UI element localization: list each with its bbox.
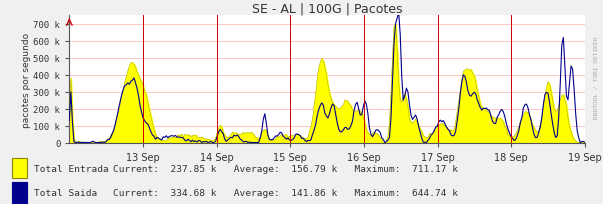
- Text: Total Entrada: Total Entrada: [34, 164, 109, 173]
- Text: Current:  334.68 k   Average:  141.86 k   Maximum:  644.74 k: Current: 334.68 k Average: 141.86 k Maxi…: [113, 188, 458, 197]
- Text: Current:  237.85 k   Average:  156.79 k   Maximum:  711.17 k: Current: 237.85 k Average: 156.79 k Maxi…: [113, 164, 458, 173]
- Text: Total Saida: Total Saida: [34, 188, 98, 197]
- Title: SE - AL | 100G | Pacotes: SE - AL | 100G | Pacotes: [252, 2, 402, 15]
- Text: RRDTOOL / TOBI OETIKER: RRDTOOL / TOBI OETIKER: [594, 37, 599, 119]
- Y-axis label: pacotes por segundo: pacotes por segundo: [22, 32, 31, 127]
